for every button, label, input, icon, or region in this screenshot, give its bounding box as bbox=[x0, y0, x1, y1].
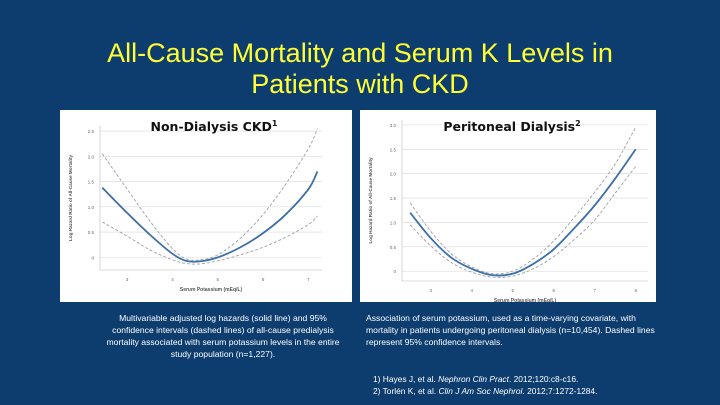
x-tick-label: 5 bbox=[511, 288, 514, 293]
x-axis-label: Serum Potassium (mEq/L) bbox=[180, 287, 243, 293]
references: 1) Hayes J, et al. Nephron Clin Pract. 2… bbox=[373, 373, 597, 397]
y-tick-label: 2.0 bbox=[390, 172, 397, 177]
series-line-ci bbox=[101, 128, 318, 261]
y-tick-label: 0 bbox=[393, 269, 396, 274]
series-line-estimate bbox=[101, 171, 319, 263]
x-tick-label: 4 bbox=[470, 288, 473, 293]
x-tick-label: 7 bbox=[593, 288, 596, 293]
reference-1: 1) Hayes J, et al. Nephron Clin Pract. 2… bbox=[373, 373, 597, 385]
slide-title: All-Cause Mortality and Serum K Levels i… bbox=[0, 38, 720, 100]
chart-title: Non-Dialysis CKD1 bbox=[151, 119, 278, 134]
y-tick-label: 2.5 bbox=[390, 147, 397, 152]
ref2-journal: Clin J Am Soc Nephrol bbox=[438, 386, 523, 396]
y-tick-label: 1.5 bbox=[88, 180, 95, 185]
series-line-ci bbox=[409, 166, 637, 278]
y-tick-label: 3.0 bbox=[390, 123, 397, 128]
y-tick-label: 2.5 bbox=[88, 129, 95, 134]
x-tick-label: 5 bbox=[217, 277, 220, 282]
reference-2: 2) Torlén K, et al. Clin J Am Soc Nephro… bbox=[373, 385, 597, 397]
chart-title-superscript: 1 bbox=[272, 119, 278, 128]
y-axis-label: Log Hazard Ratio of All-Cause Mortality bbox=[368, 157, 373, 244]
chart-title-text: Non-Dialysis CKD bbox=[151, 119, 272, 134]
x-tick-label: 7 bbox=[307, 277, 310, 282]
title-line-2: Patients with CKD bbox=[251, 69, 469, 99]
y-tick-label: 1.0 bbox=[390, 220, 397, 225]
ref1-tail: . 2012;120:c8-c16. bbox=[508, 374, 579, 384]
chart-title: Peritoneal Dialysis2 bbox=[443, 119, 580, 134]
y-tick-label: 0 bbox=[91, 255, 94, 260]
ref1-text: Hayes J, et al. bbox=[380, 374, 439, 384]
chart-title-superscript: 2 bbox=[575, 119, 581, 128]
ref2-text: 2) Torlén K, et al. bbox=[373, 386, 439, 396]
caption-non-dialysis: Multivariable adjusted log hazards (soli… bbox=[106, 313, 340, 359]
x-tick-label: 6 bbox=[552, 288, 555, 293]
series-line-ci bbox=[102, 215, 318, 265]
x-tick-label: 8 bbox=[634, 288, 637, 293]
x-tick-label: 6 bbox=[262, 277, 265, 282]
series-line-estimate bbox=[409, 148, 637, 277]
chart-peritoneal: 0 0.5 1.0 1.5 2.0 2.5 3.0 3 4 5 6 7 8 Serum Potassium… bbox=[368, 119, 648, 302]
ref2-tail: . 2012;7:1272-1284. bbox=[522, 386, 598, 396]
ref1-journal: Nephron Clin Pract bbox=[438, 374, 509, 384]
x-tick-label: 4 bbox=[171, 277, 174, 282]
y-tick-label: 2.0 bbox=[88, 154, 95, 159]
ref1-num: 1) bbox=[373, 374, 381, 384]
caption-peritoneal: Association of serum potassium, used as … bbox=[366, 313, 655, 347]
y-tick-label: 1.0 bbox=[88, 205, 95, 210]
chart-panel-peritoneal: 0 0.5 1.0 1.5 2.0 2.5 3.0 3 4 5 6 7 8 Serum Potassium… bbox=[360, 110, 656, 302]
y-axis-label: Log Hazard Ratio of All-Cause Mortality bbox=[68, 155, 73, 242]
y-tick-label: 0.5 bbox=[88, 230, 95, 235]
chart-title-text: Peritoneal Dialysis bbox=[443, 119, 575, 134]
x-tick-label: 3 bbox=[429, 288, 432, 293]
title-line-1: All-Cause Mortality and Serum K Levels i… bbox=[107, 38, 613, 68]
x-tick-label: 3 bbox=[126, 277, 129, 282]
chart-panel-non-dialysis: 0 0.5 1.0 1.5 2.0 2.5 3 4 5 6 7 Serum Potassium (mE… bbox=[60, 110, 352, 302]
x-axis-label: Serum Potassium (mEq/L) bbox=[494, 298, 557, 302]
y-tick-label: 0.5 bbox=[390, 245, 397, 250]
series-line-ci bbox=[409, 127, 637, 275]
y-tick-label: 1.5 bbox=[390, 196, 397, 201]
chart-non-dialysis: 0 0.5 1.0 1.5 2.0 2.5 3 4 5 6 7 Serum Potassium (mE… bbox=[68, 119, 322, 293]
